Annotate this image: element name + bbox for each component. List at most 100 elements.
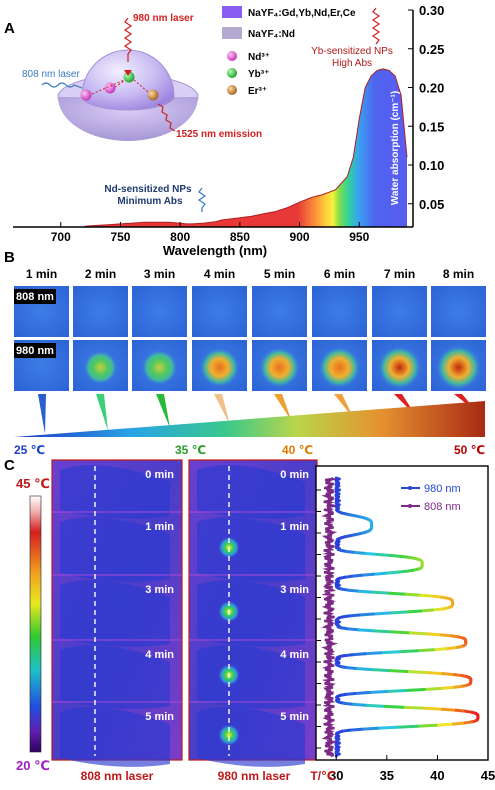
trace-980-segment: [395, 724, 419, 729]
time-label: 8 min: [443, 267, 474, 281]
legend-swatch-gd: [222, 6, 242, 18]
trace-980-segment: [383, 570, 399, 575]
x-tick-label: 45: [481, 768, 495, 783]
thermal-cell: [252, 286, 307, 337]
trace-980-segment: [344, 692, 357, 696]
trace-980-segment: [353, 551, 368, 555]
trace-980-segment: [371, 571, 387, 576]
trace-980-segment: [407, 670, 429, 675]
y-tick-label: 0.10: [419, 158, 444, 173]
trace-980-segment: [346, 627, 361, 632]
tissue-shape: [60, 517, 170, 582]
y-tick-label: 0.20: [419, 81, 444, 96]
x-tick-label: 40: [430, 768, 444, 783]
time-label: 4 min: [204, 267, 235, 281]
temperature-gradient-bar: [14, 401, 485, 437]
x-axis-ticks: 30 35 40 45: [329, 755, 495, 783]
temp-tick-label: 25 ℃: [14, 443, 45, 457]
fan-connector: [96, 394, 108, 431]
tissue-shape: [197, 517, 305, 582]
heat-spot: [218, 724, 240, 746]
row-label-bg: [14, 343, 56, 358]
thermal-cell: [73, 286, 128, 337]
trace-980-segment: [441, 672, 456, 677]
absorption-area: [84, 68, 408, 228]
heat-spot: [436, 345, 481, 390]
legend-panel-a: NaYF₄:Gd,Yb,Nd,Er,Ce NaYF₄:Nd Nd³⁺ Yb³⁺ …: [222, 6, 356, 97]
trace-980-segment: [343, 701, 356, 706]
panel-c-thermal-images: 0 min 1 min 3 min 4 min 5 min 0 min 1 min 3 min…: [51, 459, 318, 767]
x-tick-label: 35: [380, 768, 394, 783]
laser-808-wave-icon: [41, 82, 83, 89]
trace-980-segment: [376, 553, 392, 557]
row-label: 980 nm: [16, 345, 54, 357]
trace-980-segment: [423, 706, 444, 711]
thermal-cell: [431, 286, 486, 337]
legend-label: NaYF₄:Nd: [248, 29, 295, 40]
yb-ion-icon: [227, 68, 237, 78]
tissue-shape: [60, 465, 170, 519]
x-axis-label: T/℃: [310, 769, 335, 783]
row-label-bg: [14, 289, 56, 304]
temp-tick-label: 35 ℃: [175, 443, 206, 457]
y-tick-label: 0.25: [419, 42, 444, 57]
energy-transfer-arrow: [91, 79, 125, 95]
legend-label-808: 808 nm: [424, 501, 461, 513]
temp-tick-label: 40 ℃: [282, 443, 313, 457]
time-label: 5 min: [280, 711, 309, 723]
thermal-cell: [312, 286, 367, 337]
y-tick-label: 0.30: [419, 3, 444, 18]
emission-label: 1525 nm emission: [176, 129, 262, 140]
trace-980-segment: [364, 552, 380, 556]
trace-980-segment: [397, 649, 419, 654]
trace-980-segment: [388, 553, 403, 558]
yb-annotation: Yb-sensitized NPs: [311, 46, 393, 57]
yb-annotation: High Abs: [332, 58, 372, 69]
trace-980-segment: [388, 669, 411, 674]
er-ion-icon: [147, 89, 159, 101]
heat-spot: [200, 348, 239, 387]
trace-980-segment: [438, 686, 454, 690]
colorbar-max-label: 45 ℃: [16, 476, 50, 491]
laser-980-wave-icon: [123, 17, 133, 62]
legend-swatch-nd: [222, 27, 242, 39]
trace-980-segment: [415, 723, 438, 728]
trace-980-segment: [404, 609, 423, 614]
y-axis-label: Water absorption (cm⁻¹): [390, 91, 401, 205]
heat-spot: [84, 351, 117, 384]
time-label: 3 min: [145, 584, 174, 596]
trace-980-segment: [357, 612, 375, 617]
arrow-head-icon: [124, 70, 132, 76]
trace-980-segment: [353, 691, 371, 695]
trace-980-segment: [422, 687, 442, 691]
trace-980-segment: [347, 588, 361, 593]
time-label: 1 min: [280, 521, 309, 533]
legend-marker-980: [408, 486, 412, 490]
y-axis-ticks: 0.05 0.10 0.15 0.20 0.25 0.30: [408, 3, 444, 212]
trace-980-segment: [390, 630, 412, 635]
trace-980-segment: [449, 721, 464, 726]
trace-980-segment: [383, 704, 407, 709]
time-label: 4 min: [280, 649, 309, 661]
thermal-cell: [132, 286, 187, 337]
energy-transfer-arrow: [114, 80, 125, 88]
trace-980-segment: [415, 648, 435, 653]
heat-spot: [319, 347, 360, 388]
trace-980-segment: [367, 690, 388, 694]
time-label: 0 min: [280, 469, 309, 481]
tissue-shape: [197, 580, 305, 647]
time-label: 5 min: [145, 711, 174, 723]
trace-980-segment: [385, 689, 408, 693]
trace-980-segment: [357, 628, 376, 633]
x-tick-label: 750: [110, 230, 130, 244]
fan-connector: [274, 394, 292, 422]
trace-980-segment: [365, 703, 387, 708]
absorption-spectrum: [84, 68, 408, 228]
trace-980-segment: [363, 651, 383, 656]
trace-980-segment: [352, 702, 369, 707]
thermal-cell: [192, 286, 247, 337]
energy-transfer-arrow: [133, 79, 149, 93]
laser-980-label: 980 nm laser: [133, 13, 194, 24]
nd-ion-icon: [80, 89, 92, 101]
